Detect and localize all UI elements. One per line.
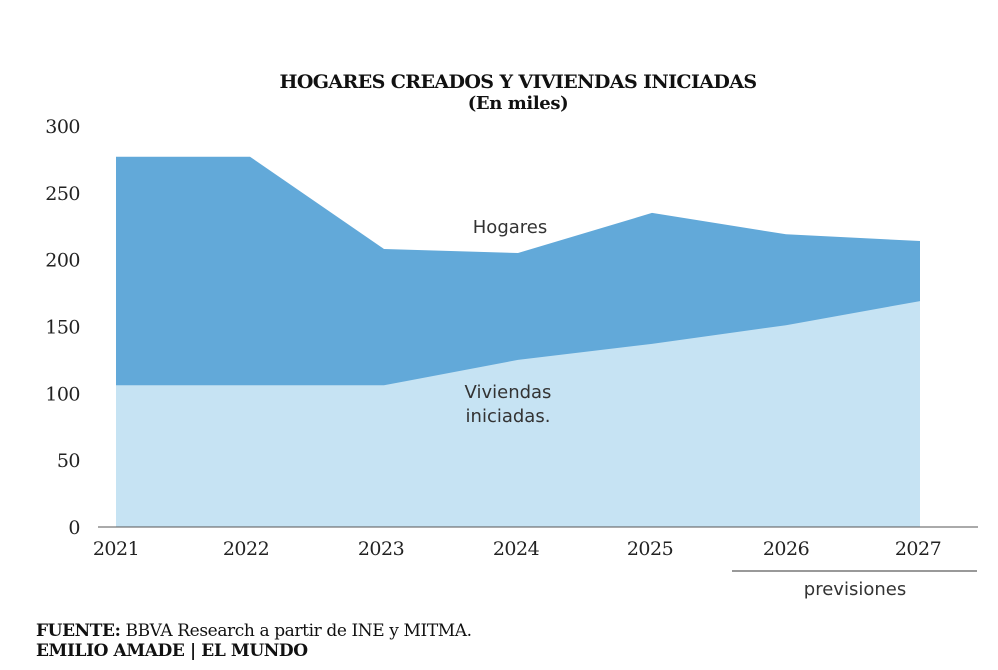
chart-subtitle: (En miles) xyxy=(468,93,568,114)
y-tick-50: 50 xyxy=(57,450,80,472)
x-tick-2023: 2023 xyxy=(358,538,404,560)
source-text: BBVA Research a partir de INE y MITMA. xyxy=(120,621,471,641)
y-tick-100: 100 xyxy=(45,383,80,405)
x-axis-ticks: 2021 2022 2023 2024 2025 2026 2027 xyxy=(93,538,942,560)
y-tick-0: 0 xyxy=(68,517,80,539)
credit-line: EMILIO AMADE | EL MUNDO xyxy=(36,641,308,661)
y-tick-300: 300 xyxy=(45,116,80,138)
x-tick-2027: 2027 xyxy=(895,538,941,560)
forecast-label: previsiones xyxy=(804,579,906,600)
y-axis-ticks: 0 50 100 150 200 250 300 xyxy=(45,116,80,539)
source-line: FUENTE: BBVA Research a partir de INE y … xyxy=(36,621,472,641)
chart-title: HOGARES CREADOS Y VIVIENDAS INICIADAS xyxy=(279,71,756,93)
x-tick-2026: 2026 xyxy=(763,538,809,560)
y-tick-250: 250 xyxy=(45,183,80,205)
series-label-viviendas-line2: iniciadas. xyxy=(466,406,551,427)
y-tick-150: 150 xyxy=(45,317,80,339)
x-tick-2025: 2025 xyxy=(627,538,673,560)
x-tick-2022: 2022 xyxy=(223,538,269,560)
areas xyxy=(116,156,920,527)
x-tick-2021: 2021 xyxy=(93,538,139,560)
source-prefix: FUENTE: xyxy=(36,621,120,641)
area-viviendas xyxy=(116,301,920,527)
series-label-viviendas-line1: Viviendas xyxy=(465,382,552,403)
series-label-hogares: Hogares xyxy=(473,217,547,238)
y-tick-200: 200 xyxy=(45,250,80,272)
x-tick-2024: 2024 xyxy=(493,538,540,560)
